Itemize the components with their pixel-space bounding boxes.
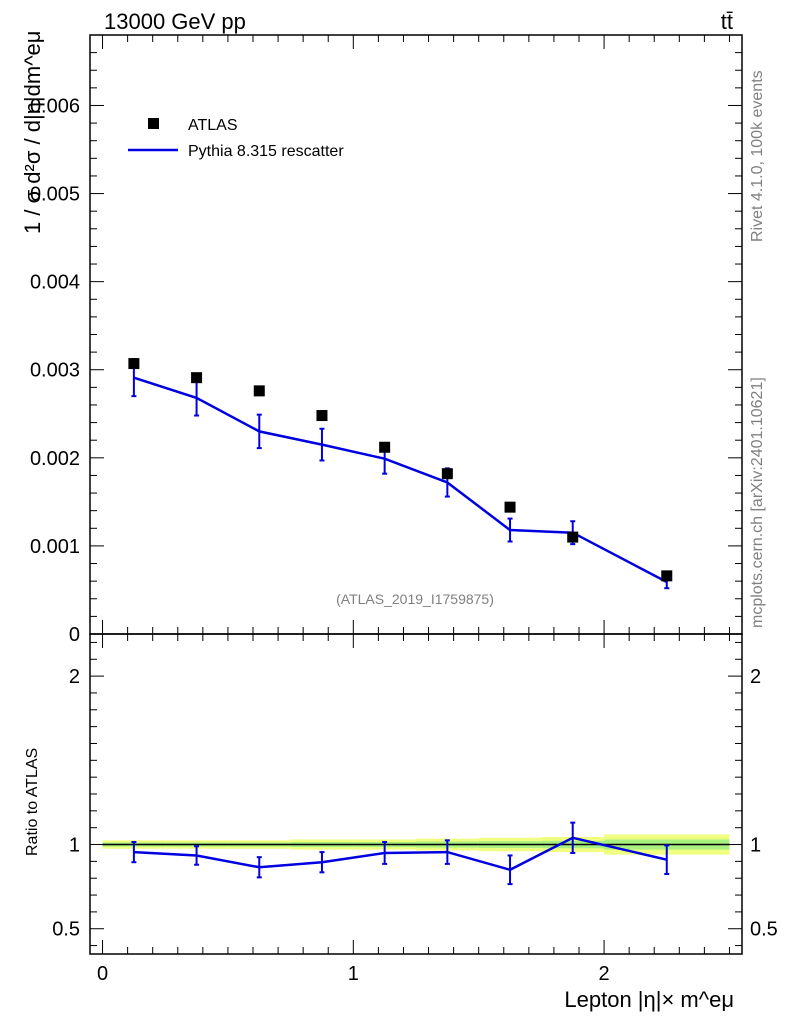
energy-label: 13000 GeV pp [104, 9, 246, 34]
ratio-y-tick-label-right: 0.5 [750, 919, 778, 941]
main-y-axis-title: 1 / σ d²σ / d|η|dm^eμ [20, 31, 45, 234]
axis-ticks [90, 35, 742, 954]
x-axis-title: Lepton |η|× m^eμ [564, 987, 734, 1012]
ratio-y-tick-label-right: 2 [750, 666, 761, 688]
main-y-tick-label: 0.004 [30, 272, 80, 294]
ratio-plot-layer: 0 1 2 0.5 0.5 1 1 2 2 [52, 666, 778, 985]
ratio-y-tick-label-left: 1 [69, 835, 80, 857]
atlas-data-point [567, 531, 579, 543]
atlas-data-point [128, 358, 140, 370]
mcplots-label: mcplots.cern.ch [arXiv:2401.10621] [749, 377, 766, 628]
process-label: tt̄ [721, 9, 733, 34]
atlas-data-point [316, 410, 328, 422]
legend-pythia-label: Pythia 8.315 rescatter [188, 143, 344, 160]
ratio-y-axis-title: Ratio to ATLAS [24, 748, 41, 856]
main-y-tick-label: 0.001 [30, 536, 80, 558]
analysis-label: (ATLAS_2019_I1759875) [336, 591, 494, 607]
main-plot-layer: 0 0.001 0.002 0.003 0.004 0.005 0.006 [30, 95, 673, 646]
legend-atlas-label: ATLAS [188, 117, 238, 134]
atlas-data-point [253, 385, 265, 397]
legend-atlas-marker [148, 118, 159, 129]
main-y-tick-label: 0.006 [30, 95, 80, 117]
ratio-y-tick-label-right: 1 [750, 835, 761, 857]
pythia-line [133, 376, 668, 584]
rivet-version-label: Rivet 4.1.0, 100k events [749, 70, 766, 242]
ratio-y-tick-label-left: 2 [69, 666, 80, 688]
ratio-y-tick-label-left: 0.5 [52, 919, 80, 941]
x-tick-label: 2 [599, 963, 610, 985]
main-y-tick-label: 0 [69, 624, 80, 646]
x-tick-label: 0 [97, 963, 108, 985]
main-y-tick-label: 0.005 [30, 184, 80, 206]
x-tick-label: 1 [348, 963, 359, 985]
atlas-data-point [504, 501, 516, 513]
main-y-tick-label: 0.003 [30, 360, 80, 382]
atlas-data-point [379, 441, 391, 453]
atlas-data-point [661, 570, 673, 582]
atlas-data-point [191, 372, 203, 384]
atlas-data-point [441, 468, 453, 480]
main-y-tick-label: 0.002 [30, 448, 80, 470]
ratio-plot-frame [89, 633, 743, 955]
